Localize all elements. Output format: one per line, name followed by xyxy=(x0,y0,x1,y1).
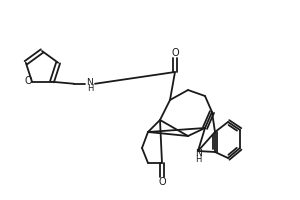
Text: O: O xyxy=(158,177,166,187)
Text: O: O xyxy=(24,76,32,86)
Text: N: N xyxy=(195,148,201,158)
Text: O: O xyxy=(171,48,179,58)
Text: H: H xyxy=(195,154,201,164)
Text: H: H xyxy=(87,84,93,93)
Text: N: N xyxy=(87,78,93,87)
